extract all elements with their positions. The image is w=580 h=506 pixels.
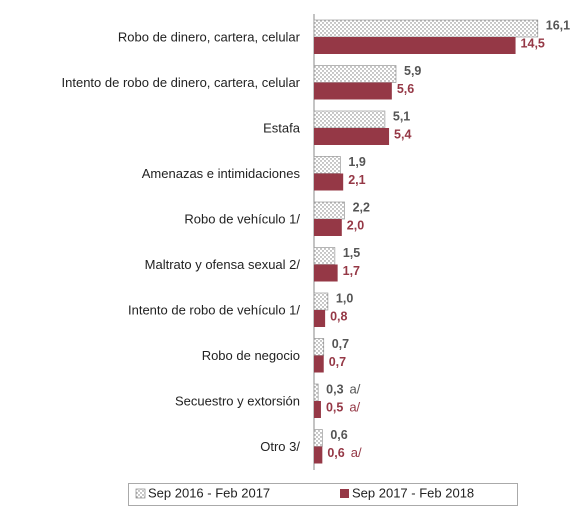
value-label: 0,3 [326,382,343,396]
bar [314,37,516,54]
value-label: 14,5 [521,36,545,50]
bar [313,429,323,447]
value-label: 0,8 [330,309,347,323]
category-label: Robo de negocio [202,348,300,363]
bar [313,383,319,402]
annotation: a/ [351,445,362,460]
value-label: 1,7 [343,264,360,278]
value-label: 1,0 [336,291,353,305]
bar [313,65,397,83]
value-label: 5,4 [394,127,411,141]
bar [313,338,325,356]
bar [313,110,386,129]
category-label: Otro 3/ [260,439,300,454]
value-label: 2,2 [353,200,370,214]
bar [313,247,336,265]
value-label: 2,0 [347,218,364,232]
bar [314,128,390,145]
legend-swatch [340,489,349,498]
value-label: 0,7 [329,355,346,369]
annotation: a/ [349,399,360,414]
category-label: Intento de robo de dinero, cartera, celu… [62,75,301,90]
bar [314,82,392,100]
value-label: 2,1 [348,173,365,187]
bar [314,401,321,418]
bar [314,264,338,282]
legend-swatch [135,488,146,499]
value-label: 1,5 [343,246,360,260]
category-label: Secuestro y extorsión [175,393,300,408]
category-label: Robo de vehículo 1/ [184,211,300,226]
bar [314,173,344,191]
legend-label: Sep 2016 - Feb 2017 [148,485,270,500]
legend-label: Sep 2017 - Feb 2018 [352,485,474,500]
category-label: Amenazas e intimidaciones [142,166,301,181]
bar [314,310,326,327]
annotation: a/ [350,381,361,396]
bar [314,446,323,464]
value-label: 0,5 [326,400,343,414]
value-label: 16,1 [546,18,570,32]
value-label: 0,6 [330,428,347,442]
value-label: 1,9 [348,155,365,169]
category-label: Intento de robo de vehículo 1/ [128,302,300,317]
value-label: 5,6 [397,82,414,96]
bar [313,201,345,220]
category-label: Robo de dinero, cartera, celular [118,29,301,44]
category-label: Estafa [263,120,301,135]
value-label: 5,1 [393,109,410,123]
value-label: 5,9 [404,64,421,78]
bar [313,292,329,311]
bar [313,156,341,174]
value-label: 0,6 [327,446,344,460]
bar [313,19,539,38]
bar [314,219,342,236]
bar [314,355,324,373]
category-label: Maltrato y ofensa sexual 2/ [145,257,301,272]
value-label: 0,7 [332,337,349,351]
